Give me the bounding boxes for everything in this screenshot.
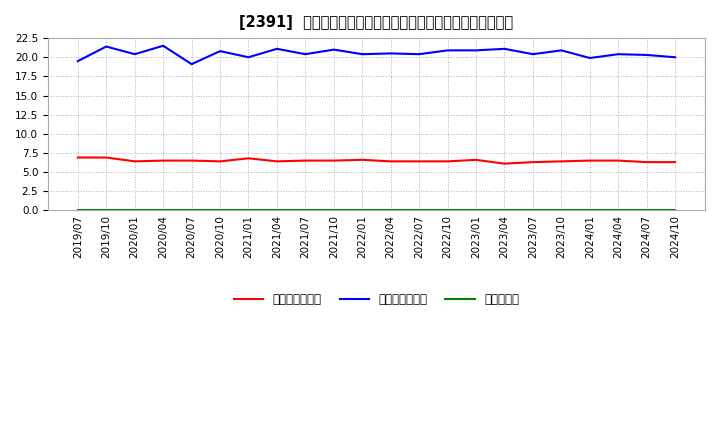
売上債権回転率	[671, 159, 680, 165]
買入債務回転率	[330, 47, 338, 52]
在庫回転率	[330, 208, 338, 213]
在庫回転率	[642, 208, 651, 213]
売上債権回転率	[358, 157, 366, 162]
在庫回転率	[557, 208, 566, 213]
買入債務回転率	[73, 59, 82, 64]
買入債務回転率	[273, 46, 282, 51]
売上債権回転率	[642, 159, 651, 165]
売上債権回転率	[130, 159, 139, 164]
売上債権回転率	[102, 155, 111, 160]
売上債権回転率	[244, 156, 253, 161]
Line: 売上債権回転率: 売上債権回転率	[78, 158, 675, 164]
売上債権回転率	[273, 159, 282, 164]
在庫回転率	[273, 208, 282, 213]
在庫回転率	[358, 208, 366, 213]
在庫回転率	[102, 208, 111, 213]
売上債権回転率	[159, 158, 168, 163]
売上債権回転率	[301, 158, 310, 163]
在庫回転率	[671, 208, 680, 213]
売上債権回転率	[528, 159, 537, 165]
売上債権回転率	[444, 159, 452, 164]
買入債務回転率	[472, 48, 480, 53]
在庫回転率	[444, 208, 452, 213]
買入債務回転率	[444, 48, 452, 53]
買入債務回転率	[642, 52, 651, 58]
買入債務回転率	[387, 51, 395, 56]
在庫回転率	[614, 208, 623, 213]
売上債権回転率	[557, 159, 566, 164]
買入債務回転率	[585, 55, 594, 61]
買入債務回転率	[244, 55, 253, 60]
買入債務回転率	[358, 51, 366, 57]
在庫回転率	[187, 208, 196, 213]
売上債権回転率	[330, 158, 338, 163]
買入債務回転率	[102, 44, 111, 49]
在庫回転率	[585, 208, 594, 213]
Line: 買入債務回転率: 買入債務回転率	[78, 46, 675, 64]
在庫回転率	[387, 208, 395, 213]
在庫回転率	[216, 208, 225, 213]
買入債務回転率	[614, 51, 623, 57]
売上債権回転率	[585, 158, 594, 163]
買入債務回転率	[130, 51, 139, 57]
売上債権回転率	[387, 159, 395, 164]
買入債務回転率	[216, 48, 225, 54]
買入債務回転率	[528, 51, 537, 57]
買入債務回転率	[557, 48, 566, 53]
買入債務回転率	[301, 51, 310, 57]
買入債務回転率	[159, 43, 168, 48]
在庫回転率	[301, 208, 310, 213]
買入債務回転率	[500, 46, 509, 51]
売上債権回転率	[500, 161, 509, 166]
買入債務回転率	[415, 51, 423, 57]
Title: [2391]  売上債権回転率、買入債務回転率、在庫回転率の推移: [2391] 売上債権回転率、買入債務回転率、在庫回転率の推移	[240, 15, 513, 30]
買入債務回転率	[671, 55, 680, 60]
Legend: 売上債権回転率, 買入債務回転率, 在庫回転率: 売上債権回転率, 買入債務回転率, 在庫回転率	[229, 289, 524, 311]
在庫回転率	[159, 208, 168, 213]
在庫回転率	[528, 208, 537, 213]
在庫回転率	[73, 208, 82, 213]
在庫回転率	[472, 208, 480, 213]
買入債務回転率	[187, 62, 196, 67]
在庫回転率	[130, 208, 139, 213]
売上債権回転率	[73, 155, 82, 160]
売上債権回転率	[472, 157, 480, 162]
在庫回転率	[415, 208, 423, 213]
売上債権回転率	[187, 158, 196, 163]
在庫回転率	[244, 208, 253, 213]
売上債権回転率	[216, 159, 225, 164]
売上債権回転率	[614, 158, 623, 163]
売上債権回転率	[415, 159, 423, 164]
在庫回転率	[500, 208, 509, 213]
